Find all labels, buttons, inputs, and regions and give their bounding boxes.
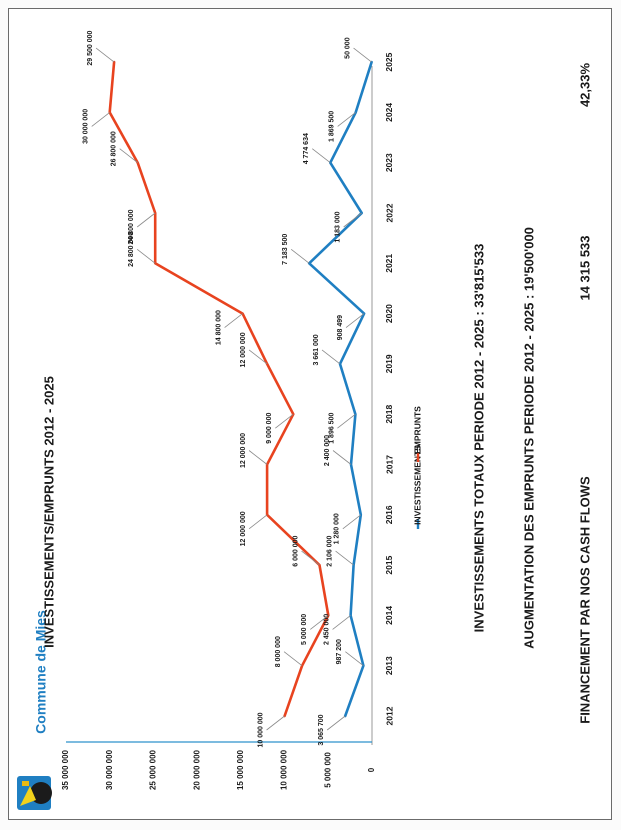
data-label-leader [91,112,110,127]
data-label: 3 661 000 [313,334,320,365]
data-label: 50 000 [344,37,351,59]
data-label-leader [345,651,364,667]
x-tick-label: 2017 [384,455,394,474]
summary-cashflow-label: FINANCEMENT PAR NOS CASH FLOWS [577,476,592,724]
x-tick-label: 2018 [384,404,394,423]
data-label: 908 499 [337,315,344,340]
x-tick-label: 2012 [384,706,394,725]
data-label-leader [301,550,320,566]
y-tick-label: 0 [367,767,376,772]
summary-total-investments: INVESTISSEMENTS TOTAUX PERIODE 2012 - 20… [471,244,486,633]
y-tick-label: 30 000 000 [105,749,114,790]
data-label-leader [343,212,362,228]
summary-cashflow-value: 14 315 533 [577,235,592,300]
crest-logo-disc [30,782,52,804]
data-label: 12 000 000 [240,433,247,468]
crest-logo-mark [22,781,29,786]
crest-logo-emblem [20,786,36,806]
y-tick-label: 10 000 000 [280,749,289,790]
x-tick-label: 2021 [384,254,394,273]
x-tick-label: 2022 [384,203,394,222]
data-label-leader [312,148,331,164]
data-label: 1 280 000 [334,513,341,544]
data-label: 8 000 000 [275,636,282,667]
data-label: 12 000 000 [240,511,247,546]
data-label-leader [345,313,365,328]
x-tick-label: 2016 [384,505,394,524]
data-label: 24 800 000 [128,232,135,267]
data-label-leader [335,550,354,566]
data-label-leader [275,413,294,429]
x-tick-label: 2019 [384,354,394,373]
x-tick-label: 2023 [384,153,394,172]
x-tick-label: 2025 [384,52,394,71]
brand-name: Commune de Mies [33,610,49,734]
data-label: 9 000 000 [266,413,273,444]
slide-frame [8,8,612,820]
data-label: 2 106 000 [326,535,333,566]
data-label-leader [136,212,156,228]
legend-label-investissements: INVESTISSEMENTS [412,445,422,525]
chart-title: INVESTISSEMENTS/EMPRUNTS 2012 - 2025 [41,376,56,648]
x-tick-label: 2013 [384,656,394,675]
y-tick-label: 25 000 000 [149,749,158,790]
data-label-leader [136,248,156,264]
data-label: 14 800 000 [215,310,222,345]
data-label: 1 183 000 [335,211,342,242]
data-label-leader [119,148,138,164]
y-tick-label: 15 000 000 [236,749,245,790]
data-label: 3 065 700 [318,714,325,745]
x-tick-label: 2024 [384,103,394,122]
data-label: 2 400 000 [324,435,331,466]
data-label-leader [248,349,268,365]
data-label-leader [337,112,356,127]
data-label: 1 896 500 [328,413,335,444]
data-label-leader [332,615,351,630]
series-line-investissements [307,60,373,718]
data-label: 10 000 000 [257,712,264,747]
data-label-leader [332,450,352,465]
crest-logo [17,776,52,810]
data-label: 29 500 000 [87,30,94,65]
summary-cashflow-percent: 42,33% [577,63,592,108]
data-label-leader [248,450,268,465]
y-tick-label: 35 000 000 [61,749,70,790]
x-tick-label: 2015 [384,555,394,574]
data-label: 24 800 000 [128,209,135,244]
data-label: 7 183 500 [282,234,289,265]
x-tick-label: 2014 [384,606,394,625]
data-label-leader [326,715,346,731]
data-label-leader [342,514,362,530]
data-label: 987 200 [336,639,343,664]
data-label-leader [310,615,329,630]
data-label: 1 869 500 [328,111,335,142]
data-label-leader [248,514,268,530]
legend-label-emprunts: EMPRUNTS [412,406,422,454]
summary-loans-increase: AUGMENTATION DES EMPRUNTS PERIODE 2012 -… [521,227,536,649]
y-tick-label: 20 000 000 [192,749,201,790]
data-label-leader [353,47,372,63]
data-label: 6 000 000 [292,535,299,566]
data-label-leader [95,47,115,63]
data-label: 2 450 000 [323,614,330,645]
data-label-leader [321,349,341,365]
series-line-emprunts [108,60,330,718]
data-label: 5 000 000 [301,614,308,645]
data-label-leader [266,715,285,731]
data-label-leader [290,248,310,264]
data-label: 26 800 000 [111,131,118,166]
data-label-leader [283,651,303,667]
y-tick-label: 5 000 000 [323,752,332,788]
data-label: 30 000 000 [83,109,90,144]
x-tick-label: 2020 [384,304,394,323]
data-label: 12 000 000 [240,332,247,367]
data-label-leader [224,313,243,328]
data-label-leader [337,413,356,429]
data-label: 4 774 634 [303,133,310,164]
